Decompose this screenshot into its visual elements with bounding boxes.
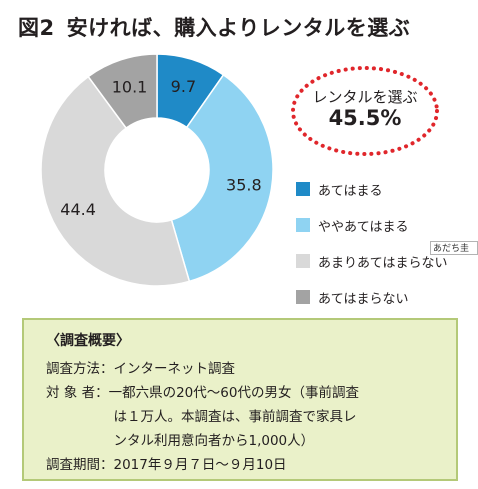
- slice-4: [87, 53, 158, 130]
- figure-number: 図2: [18, 16, 55, 40]
- donut-slices: [40, 53, 274, 287]
- slice-labels: 9.7 35.8 44.4 10.1: [60, 77, 261, 219]
- slice-label-4: 10.1: [112, 77, 148, 96]
- legend-swatch-1: [296, 182, 310, 196]
- rental-callout: レンタルを選ぶ 45.5%: [290, 66, 440, 156]
- title-text: 安ければ、購入よりレンタルを選ぶ: [66, 16, 411, 40]
- legend-label-2: ややあてはまる: [318, 220, 409, 235]
- legend-swatch-2: [296, 218, 310, 232]
- summary-line: ンタル利用意向者から1,000人）: [46, 433, 315, 449]
- slice-label-2: 35.8: [226, 175, 262, 194]
- slice-2: [170, 73, 274, 283]
- callout-value: 45.5%: [328, 106, 402, 130]
- legend-swatch-4: [296, 290, 310, 304]
- legend-label-1: あてはまる: [318, 184, 383, 199]
- slice-label-1: 9.7: [171, 77, 196, 96]
- slice-label-3: 44.4: [60, 200, 96, 219]
- survey-summary-box: 〈調査概要〉 調査方法：インターネット調査 対 象 者：一都六県の20代〜60代…: [22, 318, 458, 481]
- summary-line: 調査方法：インターネット調査: [46, 361, 235, 377]
- summary-heading: 〈調査概要〉: [46, 333, 130, 349]
- callout-dotted-ring: [291, 66, 439, 156]
- summary-line: 対 象 者：一都六県の20代〜60代の男女（事前調査: [46, 385, 359, 401]
- slice-3: [40, 75, 191, 287]
- legend-label-4: あてはまらない: [318, 292, 409, 307]
- annotation-tag: あだち圭: [430, 241, 478, 255]
- legend-swatch-3: [296, 254, 310, 268]
- callout-label: レンタルを選ぶ: [312, 88, 418, 106]
- chart-title: 図2 安ければ、購入よりレンタルを選ぶ: [18, 12, 410, 42]
- summary-line: 調査期間：2017年９月７日〜９月10日: [46, 457, 287, 473]
- legend-label-3: あまりあてはまらない: [318, 256, 448, 271]
- summary-line: は１万人。本調査は、事前調査で家具レ: [46, 409, 357, 425]
